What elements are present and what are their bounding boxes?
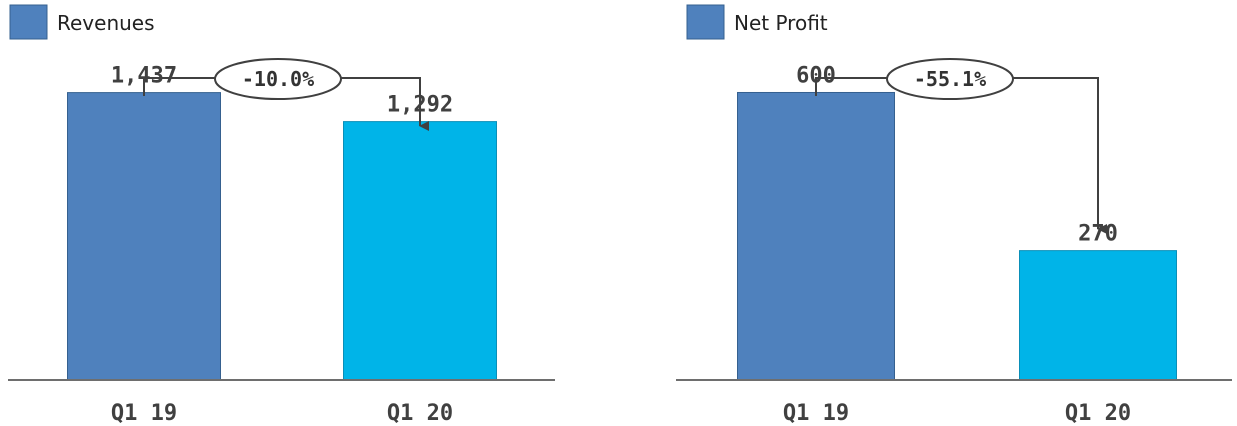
change-badge xyxy=(886,58,1014,100)
change-badge xyxy=(214,58,342,100)
bar-q1-20 xyxy=(343,121,497,381)
bar-q1-19 xyxy=(67,92,221,381)
change-label: -10.0% xyxy=(242,67,314,91)
legend-swatch xyxy=(9,4,48,40)
legend-label: Net Profit xyxy=(734,11,828,35)
legend: Revenues xyxy=(9,4,155,40)
legend-swatch xyxy=(686,4,725,40)
legend-label: Revenues xyxy=(57,11,155,35)
change-label: -55.1% xyxy=(914,67,986,91)
legend: Net Profit xyxy=(686,4,828,40)
tick-label: Q1 20 xyxy=(387,401,453,426)
change-annotation: -10.0% xyxy=(143,58,429,131)
x-ticks: Q1 19 Q1 20 xyxy=(783,401,1131,426)
tick-label: Q1 20 xyxy=(1065,401,1131,426)
bar-q1-20 xyxy=(1019,250,1177,381)
bar-q1-19 xyxy=(737,91,895,381)
change-annotation: -55.1% xyxy=(815,58,1107,234)
x-ticks: Q1 19 Q1 20 xyxy=(111,401,453,426)
tick-label: Q1 19 xyxy=(783,401,849,426)
tick-label: Q1 19 xyxy=(111,401,177,426)
